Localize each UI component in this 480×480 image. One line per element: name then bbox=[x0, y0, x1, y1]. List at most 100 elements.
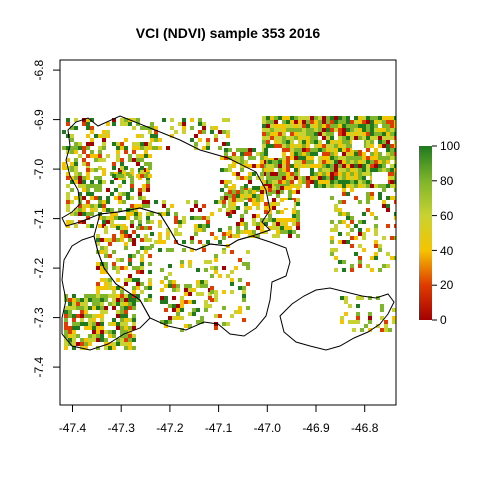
raster-cell bbox=[232, 172, 236, 176]
raster-cell bbox=[326, 160, 330, 164]
raster-cell bbox=[116, 174, 120, 178]
raster-cell bbox=[394, 164, 396, 168]
raster-cell bbox=[354, 196, 358, 200]
region-boundaries bbox=[61, 115, 395, 351]
raster-cell bbox=[378, 156, 382, 160]
raster-cell bbox=[252, 186, 256, 190]
raster-cell bbox=[184, 324, 188, 328]
raster-cell bbox=[142, 204, 146, 208]
raster-cell bbox=[66, 184, 70, 188]
raster-cell bbox=[346, 144, 350, 148]
raster-cell bbox=[144, 298, 148, 302]
raster-cell bbox=[384, 328, 388, 332]
raster-cell bbox=[108, 238, 112, 242]
raster-cell bbox=[358, 184, 362, 188]
vci-raster bbox=[62, 116, 396, 350]
raster-cell bbox=[88, 322, 92, 326]
raster-cell bbox=[326, 144, 330, 148]
raster-cell bbox=[390, 132, 394, 136]
raster-cell bbox=[172, 308, 176, 312]
raster-cell bbox=[286, 124, 290, 128]
raster-cell bbox=[128, 326, 132, 330]
raster-cell bbox=[280, 186, 284, 190]
raster-cell bbox=[282, 176, 286, 180]
raster-cell bbox=[202, 244, 206, 248]
raster-cell bbox=[94, 176, 98, 180]
raster-cell bbox=[362, 124, 366, 128]
raster-cell bbox=[132, 142, 136, 146]
raster-cell bbox=[334, 156, 338, 160]
raster-cell bbox=[338, 148, 342, 152]
raster-cell bbox=[120, 226, 124, 230]
raster-cell bbox=[362, 184, 366, 188]
raster-cell bbox=[282, 120, 286, 124]
raster-cell bbox=[330, 164, 334, 168]
raster-cell bbox=[160, 288, 164, 292]
raster-cell bbox=[382, 140, 386, 144]
raster-cell bbox=[350, 156, 354, 160]
raster-cell bbox=[146, 184, 150, 188]
y-tick-label: -6.9 bbox=[32, 109, 46, 130]
raster-cell bbox=[274, 132, 278, 136]
raster-cell bbox=[272, 190, 276, 194]
raster-cell bbox=[302, 116, 306, 120]
raster-cell bbox=[338, 144, 342, 148]
raster-cell bbox=[102, 220, 106, 224]
raster-cell bbox=[326, 164, 330, 168]
raster-cell bbox=[182, 216, 186, 220]
raster-cell bbox=[124, 334, 128, 338]
raster-cell bbox=[278, 180, 282, 184]
raster-cell bbox=[260, 160, 264, 164]
raster-cell bbox=[196, 268, 200, 272]
raster-cell bbox=[120, 342, 124, 346]
raster-cell bbox=[230, 282, 234, 286]
raster-cell bbox=[232, 190, 236, 194]
raster-cell bbox=[92, 306, 96, 310]
raster-cell bbox=[98, 224, 102, 228]
raster-cell bbox=[280, 210, 284, 214]
raster-cell bbox=[350, 120, 354, 124]
raster-cell bbox=[144, 154, 148, 158]
raster-cell bbox=[124, 338, 128, 342]
raster-cell bbox=[296, 186, 300, 190]
raster-cell bbox=[86, 126, 90, 130]
raster-cell bbox=[382, 136, 386, 140]
raster-cell bbox=[202, 122, 206, 126]
raster-cell bbox=[268, 192, 272, 196]
raster-cell bbox=[188, 300, 192, 304]
raster-cell bbox=[354, 224, 358, 228]
raster-cell bbox=[366, 168, 370, 172]
raster-cell bbox=[280, 230, 284, 234]
raster-cell bbox=[98, 200, 102, 204]
raster-cell bbox=[268, 180, 272, 184]
raster-cell bbox=[176, 284, 180, 288]
raster-cell bbox=[338, 140, 342, 144]
raster-cell bbox=[116, 158, 120, 162]
raster-cell bbox=[242, 318, 246, 322]
raster-cell bbox=[96, 338, 100, 342]
raster-cell bbox=[196, 280, 200, 284]
raster-cell bbox=[362, 236, 366, 240]
raster-cell bbox=[236, 156, 240, 160]
raster-cell bbox=[284, 186, 288, 190]
raster-cell bbox=[330, 120, 334, 124]
raster-cell bbox=[310, 120, 314, 124]
raster-cell bbox=[124, 166, 128, 170]
raster-cell bbox=[82, 184, 86, 188]
raster-cell bbox=[98, 216, 102, 220]
raster-cell bbox=[230, 290, 234, 294]
raster-cell bbox=[292, 230, 296, 234]
raster-cell bbox=[148, 154, 152, 158]
raster-cell bbox=[276, 210, 280, 214]
raster-cell bbox=[270, 120, 274, 124]
raster-cell bbox=[314, 180, 318, 184]
raster-cell bbox=[354, 168, 358, 172]
raster-cell bbox=[80, 298, 84, 302]
raster-cell bbox=[244, 148, 248, 152]
raster-cell bbox=[200, 320, 204, 324]
raster-cell bbox=[246, 282, 250, 286]
raster-cell bbox=[390, 184, 394, 188]
raster-cell bbox=[66, 200, 70, 204]
raster-cell bbox=[394, 148, 396, 152]
